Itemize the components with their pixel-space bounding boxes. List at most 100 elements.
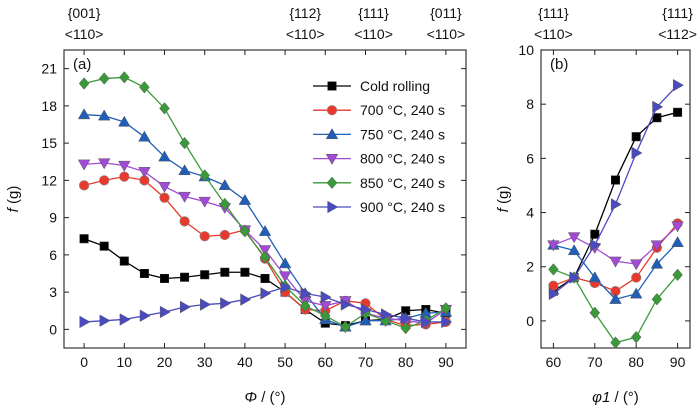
panel-b-xtick-label: 70: [587, 354, 603, 370]
panel-b-xlabel: φ1 / (°): [592, 389, 639, 406]
panel-a-data-point: [178, 191, 191, 203]
panel-a-data-point: [138, 167, 151, 178]
panel-a-data-point: [78, 180, 90, 191]
panel-a-data-point: [118, 115, 131, 127]
panel-a-xtick-label: 40: [237, 354, 253, 370]
panel-a-orientation-direction: <110>: [286, 26, 325, 42]
panel-b-data-point: [547, 240, 560, 252]
panel-a-xtick-label: 10: [117, 354, 133, 370]
panel-a-data-point: [300, 287, 312, 300]
panel-a-data-point: [258, 224, 272, 236]
panel-b-data-point: [672, 78, 684, 92]
panel-a-data-point: [119, 171, 130, 182]
panel-b-data-point: [548, 263, 559, 276]
panel-a-orientation-plane: {011}: [430, 5, 462, 21]
panel-b-orientation-direction: <110>: [534, 26, 573, 42]
panel-a-ytick-label: 3: [49, 284, 57, 300]
panel-b-ylabel-unit: (g): [495, 186, 512, 209]
panel-a-ylabel-symbol: f: [5, 206, 22, 212]
panel-a-ytick-label: 15: [41, 135, 57, 151]
panel-a-ytick-label: 21: [41, 61, 57, 77]
panel-a-data-point: [180, 272, 190, 282]
panel-a-xtick-label: 60: [318, 354, 334, 370]
panel-b-series-3: [547, 221, 684, 271]
panel-a-data-point: [278, 257, 292, 269]
panel-a-data-point: [139, 268, 149, 278]
panel-b-data-point: [610, 336, 621, 349]
panel-a-orientation-direction: <110>: [427, 26, 466, 42]
panel-b-data-point: [651, 293, 663, 306]
panel-b-label: (b): [550, 56, 568, 73]
panel-a-data-point: [258, 245, 272, 257]
legend-swatch-marker: [326, 105, 338, 116]
legend: Cold rolling 700 °C, 240 s 750 °C, 240 s 80…: [313, 78, 445, 215]
panel-b-data-point: [629, 259, 643, 271]
panel-a-data-point: [320, 309, 331, 322]
panel-a-data-point: [260, 287, 272, 300]
legend-entry-label: Cold rolling: [360, 78, 430, 94]
panel-b-series-4: [548, 263, 683, 349]
panel-a-data-point: [400, 321, 411, 335]
panel-a-xtick-label: 50: [277, 354, 293, 370]
panel-a-data-point: [441, 315, 453, 329]
panel-a-ytick-label: 9: [49, 210, 57, 226]
panel-b-data-point: [589, 306, 601, 319]
panel-a-ytick-label: 0: [49, 321, 57, 337]
panel-a-xtick-label: 30: [197, 354, 213, 370]
panel-a-ytick-label: 6: [49, 247, 57, 263]
legend-swatch-marker: [325, 154, 339, 165]
panel-b-data-point: [609, 256, 622, 268]
panel-a-data-point: [220, 297, 232, 310]
panel-a-orientation-plane: {001}: [68, 5, 101, 21]
panel-a-data-point: [280, 280, 292, 294]
panel-b-xlabel-unit: / (°): [610, 389, 639, 406]
panel-a-data-point: [119, 313, 131, 326]
panel-a-data-point: [359, 314, 372, 326]
panel-a-data-point: [118, 160, 131, 172]
panel-b-data-point: [630, 330, 642, 344]
panel-b-ytick-label: 2: [526, 259, 534, 275]
panel-a-orientation-plane: {111}: [358, 5, 389, 21]
panel-b-data-point: [567, 244, 581, 256]
panel-b-ylabel: f (g): [495, 186, 512, 213]
panel-a-data-point: [340, 320, 351, 334]
panel-b-data-point: [673, 107, 683, 117]
legend-entry-label: 750 °C, 240 s: [360, 126, 445, 142]
panel-b-data-point: [610, 198, 622, 211]
panel-b-ytick-label: 8: [526, 96, 534, 112]
panel-a-data-point: [320, 290, 332, 304]
panel-b-xtick-label: 90: [670, 354, 686, 370]
panel-b-data-point: [590, 229, 600, 239]
legend-swatch-marker: [325, 128, 339, 139]
panel-a-data-point: [139, 81, 150, 94]
panel-b-xtick-label: 60: [546, 354, 562, 370]
panel-a-data-point: [219, 197, 231, 211]
panel-a-data-point: [119, 71, 130, 84]
panel-b-data-point: [671, 236, 684, 247]
panel-a-data-point: [219, 229, 230, 241]
panel-a-data-point: [179, 216, 190, 227]
panel-a-data-point: [79, 234, 89, 244]
panel-b-ylabel-symbol: f: [495, 206, 512, 212]
panel-b-data-point: [567, 232, 581, 244]
panel-a-data-point: [180, 300, 191, 314]
legend-entry-label: 700 °C, 240 s: [360, 102, 445, 118]
legend-entry-label: 800 °C, 240 s: [360, 151, 445, 167]
panel-a-xtick-label: 0: [80, 354, 88, 370]
panel-a-data-point: [79, 315, 91, 329]
panel-a-data-point: [319, 301, 332, 313]
panel-a-xlabel-unit: / (°): [257, 389, 286, 406]
panel-b-data-point: [631, 132, 641, 142]
panel-a-data-point: [178, 164, 191, 176]
panel-a-orientation-direction: <110>: [354, 26, 393, 42]
panel-a-ylabel-unit: (g): [5, 186, 22, 209]
panel-b-data-point: [590, 238, 602, 252]
panel-a-data-point: [160, 273, 170, 283]
panel-a-data-point: [158, 150, 171, 162]
legend-swatch-marker: [327, 81, 337, 91]
panel-a-frame: [63, 49, 467, 349]
panel-a-data-point: [138, 130, 151, 142]
panel-a-data-point: [98, 72, 110, 85]
panel-a-data-point: [340, 298, 352, 311]
